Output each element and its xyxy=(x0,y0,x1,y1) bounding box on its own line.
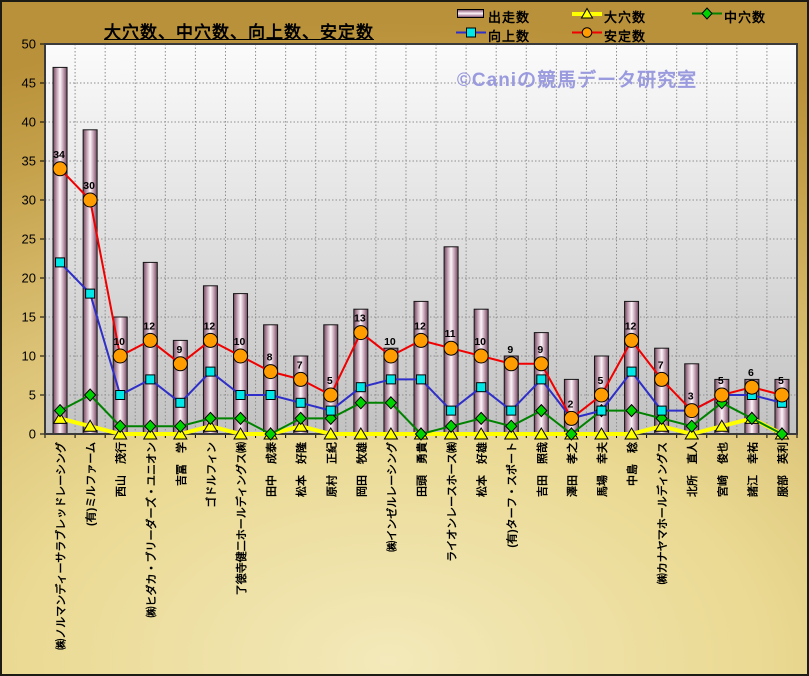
svg-text:12: 12 xyxy=(414,320,426,332)
chart-title: 大穴数、中穴数、向上数、安定数 xyxy=(104,23,374,42)
svg-text:中島 稔: 中島 稔 xyxy=(625,442,639,486)
triangle-marker-icon xyxy=(572,7,602,25)
svg-text:6: 6 xyxy=(748,367,754,379)
svg-text:了徳寺健二ホールディングス㈱: 了徳寺健二ホールディングス㈱ xyxy=(234,442,248,595)
svg-text:㈱カナヤマホールディングス: ㈱カナヤマホールディングス xyxy=(655,442,669,584)
svg-text:10: 10 xyxy=(234,336,246,348)
svg-text:12: 12 xyxy=(204,320,216,332)
svg-text:吉田 照哉: 吉田 照哉 xyxy=(535,442,549,497)
data-labels: 34 30 10 12 9 12 10 8 7 5 13 10 12 11 10 9 9 2 5 12 7 3 5 6 5 xyxy=(53,149,784,411)
svg-text:宮崎 俊也: 宮崎 俊也 xyxy=(715,442,729,497)
svg-text:25: 25 xyxy=(22,232,36,247)
legend-item-anteisu: 安定数 xyxy=(572,26,647,44)
y-axis-labels: 0 5 10 15 20 25 30 35 40 45 50 xyxy=(22,37,36,442)
svg-text:34: 34 xyxy=(53,149,65,161)
svg-text:10: 10 xyxy=(474,336,486,348)
svg-text:岡田 牧雄: 岡田 牧雄 xyxy=(354,442,368,497)
bar xyxy=(52,66,68,435)
svg-text:5: 5 xyxy=(718,375,724,387)
svg-text:ライオンレースホース㈱: ライオンレースホース㈱ xyxy=(445,442,459,562)
legend-label: 安定数 xyxy=(604,28,647,44)
svg-text:3: 3 xyxy=(688,391,694,403)
svg-text:5: 5 xyxy=(598,375,604,387)
legend-item-shussosu: 出走数 xyxy=(456,7,531,25)
svg-text:0: 0 xyxy=(29,427,36,442)
x-axis-labels: ㈱ノルマンディーサラブレッドレーシング (有)ミルファーム 西山 茂行 ㈱ヒダカ・ブリ… xyxy=(54,441,790,650)
legend-label: 大穴数 xyxy=(604,9,647,25)
svg-text:12: 12 xyxy=(625,320,637,332)
legend-label: 出走数 xyxy=(488,9,531,25)
svg-text:15: 15 xyxy=(22,310,36,325)
series-安定数 xyxy=(52,161,790,426)
svg-text:原村 正紀: 原村 正紀 xyxy=(324,442,338,497)
svg-text:45: 45 xyxy=(22,76,36,91)
svg-text:5: 5 xyxy=(327,375,333,387)
svg-text:12: 12 xyxy=(143,320,155,332)
svg-text:7: 7 xyxy=(297,359,303,371)
circle-marker-icon xyxy=(572,26,602,44)
svg-text:5: 5 xyxy=(29,388,36,403)
svg-text:服部 英利: 服部 英利 xyxy=(775,442,789,497)
svg-text:10: 10 xyxy=(22,349,36,364)
svg-text:30: 30 xyxy=(22,193,36,208)
svg-text:㈱ノルマンディーサラブレッドレーシング: ㈱ノルマンディーサラブレッドレーシング xyxy=(54,442,68,650)
legend-item-kojosu: 向上数 xyxy=(456,26,531,44)
svg-text:10: 10 xyxy=(384,336,396,348)
svg-text:8: 8 xyxy=(267,352,273,364)
svg-text:北所 直人: 北所 直人 xyxy=(685,441,699,497)
legend-item-oanasu: 大穴数 xyxy=(572,7,647,25)
series-向上数 xyxy=(55,257,787,424)
legend-label: 中穴数 xyxy=(724,9,767,25)
square-marker-icon xyxy=(456,26,486,44)
svg-text:澤田 孝之: 澤田 孝之 xyxy=(565,442,579,497)
svg-text:吉冨 学: 吉冨 学 xyxy=(174,442,188,486)
svg-text:西山 茂行: 西山 茂行 xyxy=(114,442,128,497)
bar-swatch-icon xyxy=(456,7,486,25)
svg-text:7: 7 xyxy=(658,359,664,371)
svg-text:松本 好隆: 松本 好隆 xyxy=(294,441,308,497)
svg-text:田中 成泰: 田中 成泰 xyxy=(264,441,278,497)
svg-text:13: 13 xyxy=(354,313,366,325)
svg-text:10: 10 xyxy=(113,336,125,348)
svg-text:諸江 幸祐: 諸江 幸祐 xyxy=(745,442,759,497)
diamond-marker-icon xyxy=(692,7,722,25)
bar xyxy=(142,261,158,435)
svg-text:馬場 幸夫: 馬場 幸夫 xyxy=(595,441,609,497)
bar xyxy=(263,324,279,435)
gridlines xyxy=(45,44,797,434)
svg-text:9: 9 xyxy=(176,344,182,356)
watermark-text: ©Caniの競馬データ研究室 xyxy=(456,70,698,91)
svg-text:9: 9 xyxy=(537,344,543,356)
legend-item-chuanasu: 中穴数 xyxy=(692,7,767,25)
svg-text:(有)ミルファーム: (有)ミルファーム xyxy=(84,442,98,526)
svg-text:2: 2 xyxy=(567,398,573,410)
svg-text:5: 5 xyxy=(778,375,784,387)
svg-text:11: 11 xyxy=(445,328,456,340)
svg-text:30: 30 xyxy=(83,180,95,192)
svg-text:(有)ターフ・スポート: (有)ターフ・スポート xyxy=(505,442,519,548)
svg-text:ゴドルフィン: ゴドルフィン xyxy=(204,442,218,508)
svg-text:50: 50 xyxy=(22,37,36,52)
svg-text:田頭 勇貴: 田頭 勇貴 xyxy=(415,442,429,497)
svg-text:松本 好雄: 松本 好雄 xyxy=(475,442,489,497)
svg-text:9: 9 xyxy=(507,344,513,356)
svg-text:20: 20 xyxy=(22,271,36,286)
chart-legend: 出走数 大穴数 中穴数 xyxy=(450,7,806,44)
svg-text:㈱ヒダカ・ブリーダーズ・ユニオン: ㈱ヒダカ・ブリーダーズ・ユニオン xyxy=(144,442,158,617)
legend-label: 向上数 xyxy=(488,28,531,44)
svg-text:35: 35 xyxy=(22,154,36,169)
svg-text:40: 40 xyxy=(22,115,36,130)
svg-text:㈱インゼルレーシング: ㈱インゼルレーシング xyxy=(384,442,398,552)
